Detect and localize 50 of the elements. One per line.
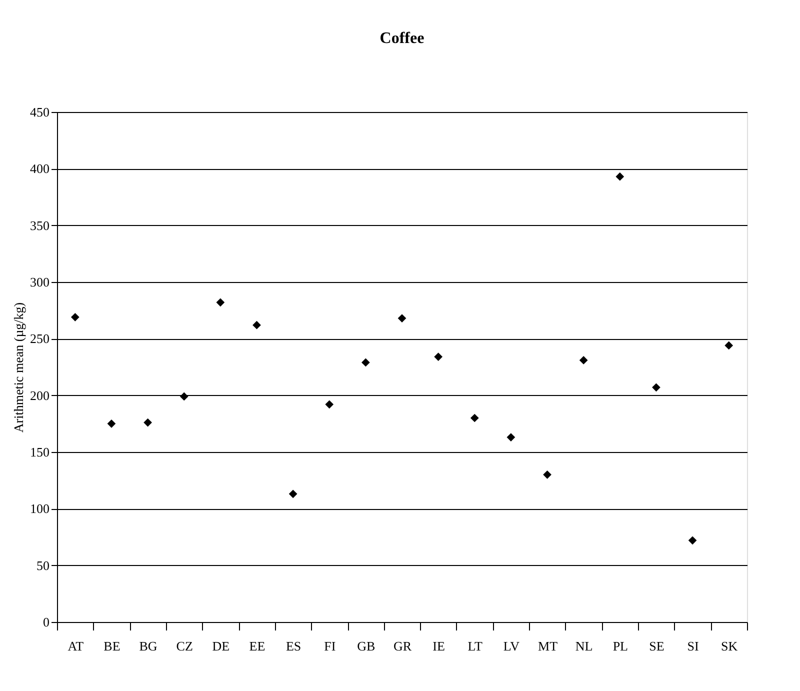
chart-title: Coffee [380, 30, 424, 47]
point [70, 312, 80, 322]
y-tick-label: 100 [30, 501, 50, 516]
x-tick-label: GR [393, 638, 412, 654]
point [107, 419, 116, 428]
x-tick-label: EE [249, 638, 266, 654]
point [434, 352, 442, 361]
point [398, 314, 406, 322]
x-tick-label: PL [612, 638, 628, 654]
point [180, 392, 188, 401]
x-tick-label: CZ [176, 638, 193, 654]
x-tick-label: LV [503, 638, 520, 654]
point [579, 356, 588, 364]
point [470, 414, 479, 422]
point [506, 433, 516, 442]
x-tick-label: FI [324, 638, 336, 654]
x-tick-label: BE [104, 638, 120, 654]
y-tick-label: 50 [36, 558, 50, 573]
y-tick-label: 400 [30, 161, 50, 176]
y-tick-label: 450 [30, 104, 50, 120]
point [616, 172, 624, 181]
y-tick-label: 200 [30, 388, 50, 403]
x-tick-label: ES [286, 638, 302, 654]
point [362, 358, 370, 367]
point [144, 418, 152, 427]
y-axis-title: Arithmetic mean (µg/kg) [11, 302, 26, 433]
y-tick-label: 300 [30, 274, 50, 290]
point [724, 341, 734, 350]
x-tick-label: MT [538, 638, 558, 654]
x-tick-label: BG [139, 638, 158, 654]
y-tick-label: 150 [30, 444, 50, 460]
point [652, 383, 660, 392]
point [688, 536, 697, 545]
x-tick-label: GB [357, 638, 376, 654]
x-tick-label: SI [687, 638, 699, 654]
y-tick-label: 350 [30, 218, 50, 233]
x-tick-label: LT [468, 638, 483, 654]
x-tick-label: IE [432, 638, 446, 654]
point [216, 298, 225, 307]
x-tick-label: DE [212, 638, 230, 654]
point [325, 400, 334, 409]
point [288, 490, 298, 498]
x-tick-label: SE [649, 638, 664, 654]
x-tick-label: AT [68, 638, 84, 654]
point [252, 320, 261, 330]
y-tick-label: 250 [30, 331, 50, 346]
y-tick-label: 0 [43, 614, 50, 630]
point [543, 470, 552, 479]
x-tick-label: NL [575, 638, 593, 654]
x-tick-label: SK [721, 638, 738, 654]
